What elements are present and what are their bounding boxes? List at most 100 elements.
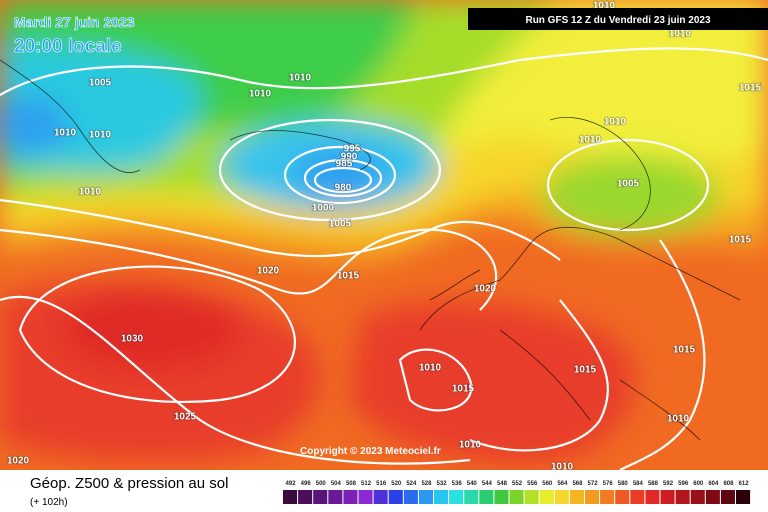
- isobar-label: 1030: [121, 334, 144, 345]
- legend-swatch: [449, 490, 464, 504]
- legend-label: 540: [467, 481, 478, 487]
- run-info: Run GFS 12 Z du Vendredi 23 juin 2023: [525, 15, 710, 26]
- legend-label: 524: [406, 481, 417, 487]
- legend-label: 572: [588, 481, 599, 487]
- isobar-label: 990: [341, 152, 358, 163]
- legend-swatch: [494, 490, 509, 504]
- legend-label: 564: [557, 481, 568, 487]
- isobar-label: 1015: [729, 235, 752, 246]
- color-legend: 492 496 500 504 508 512 516 520 524 528 532 536 540 5…: [283, 481, 751, 504]
- legend-swatch: [479, 490, 494, 504]
- isobar-label: 1000: [312, 203, 335, 214]
- legend-swatch: [690, 490, 705, 504]
- legend-label: 584: [633, 481, 644, 487]
- legend-swatch: [509, 490, 524, 504]
- legend-swatch: [434, 490, 449, 504]
- legend-swatch: [283, 490, 298, 504]
- legend-label: 516: [376, 481, 387, 487]
- legend-label: 500: [316, 481, 327, 487]
- forecast-time: 20:00 locale: [14, 36, 122, 57]
- legend-label: 520: [391, 481, 402, 487]
- legend-label: 556: [527, 481, 538, 487]
- legend-label: 576: [603, 481, 614, 487]
- legend-label: 596: [678, 481, 689, 487]
- legend-swatch: [464, 490, 479, 504]
- isobar-label: 1020: [7, 456, 30, 467]
- isobar-label: 1025: [174, 412, 197, 423]
- isobar-label: 1005: [89, 78, 112, 89]
- legend-label: 504: [331, 481, 342, 487]
- isobar-label: 1010: [249, 89, 272, 100]
- isobar-label: 1015: [673, 345, 696, 356]
- isobar-label: 1020: [257, 266, 280, 277]
- geopotential-field: [0, 0, 768, 470]
- legend-label: 496: [301, 481, 312, 487]
- legend-swatch: [569, 490, 584, 504]
- legend-swatch: [358, 490, 373, 504]
- isobar-label: 1010: [419, 363, 442, 374]
- legend-swatch: [630, 490, 645, 504]
- forecast-date: Mardi 27 juin 2023: [14, 14, 135, 30]
- legend-label: 612: [739, 481, 750, 487]
- legend-swatch: [554, 490, 569, 504]
- legend-label: 492: [286, 481, 297, 487]
- legend-swatch: [600, 490, 615, 504]
- legend-label: 568: [572, 481, 583, 487]
- legend-swatch: [585, 490, 600, 504]
- legend-label: 608: [723, 481, 734, 487]
- forecast-range: (+ 102h): [30, 497, 68, 508]
- coastlines: [0, 59, 741, 441]
- legend-label: 600: [693, 481, 704, 487]
- isobar-label: 1010: [459, 440, 482, 451]
- legend-swatch: [418, 490, 433, 504]
- isobar-label: 1010: [289, 73, 312, 84]
- isobar-label: 1010: [54, 128, 77, 139]
- legend-label: 508: [346, 481, 357, 487]
- copyright: Copyright © 2023 Meteociel.fr: [300, 446, 441, 457]
- isobar-label: 980: [335, 183, 352, 194]
- legend-swatch: [343, 490, 358, 504]
- legend-swatch: [720, 490, 735, 504]
- isobar-label: 1015: [739, 83, 762, 94]
- legend-swatch: [403, 490, 418, 504]
- legend-label: 548: [497, 481, 508, 487]
- legend-swatch: [539, 490, 554, 504]
- legend-swatch: [328, 490, 343, 504]
- legend-swatch: [388, 490, 403, 504]
- legend-swatch: [736, 490, 751, 504]
- legend-label: 528: [421, 481, 432, 487]
- isobar-label: 1005: [329, 219, 352, 230]
- legend-swatch: [298, 490, 313, 504]
- legend-swatch: [313, 490, 328, 504]
- isobar-label: 1015: [574, 365, 597, 376]
- isobar-label: 1010: [579, 135, 602, 146]
- legend-swatch: [660, 490, 675, 504]
- legend-swatch: [615, 490, 630, 504]
- legend-label: 512: [361, 481, 372, 487]
- legend-label: 592: [663, 481, 674, 487]
- legend-label: 560: [542, 481, 553, 487]
- isobar-label: 1010: [669, 29, 692, 40]
- legend-label: 552: [512, 481, 523, 487]
- isobar-label: 1005: [617, 179, 640, 190]
- isobar-label: 1010: [79, 187, 102, 198]
- legend-swatch: [705, 490, 720, 504]
- isobar-label: 995: [344, 144, 361, 155]
- map-title: Géop. Z500 & pression au sol: [30, 475, 228, 492]
- legend-label: 604: [708, 481, 719, 487]
- legend-swatch: [645, 490, 660, 504]
- legend-label: 532: [437, 481, 448, 487]
- legend-label: 588: [648, 481, 659, 487]
- legend-label: 536: [452, 481, 463, 487]
- legend-swatch: [675, 490, 690, 504]
- isobar-label: 1010: [604, 117, 627, 128]
- isobar-label: 1015: [337, 271, 360, 282]
- isobar-label: 1010: [667, 414, 690, 425]
- run-banner: [468, 8, 768, 30]
- isobar-label: 985: [336, 159, 353, 170]
- isobar-label: 1020: [474, 284, 497, 295]
- legend-label: 580: [618, 481, 629, 487]
- legend-swatch: [373, 490, 388, 504]
